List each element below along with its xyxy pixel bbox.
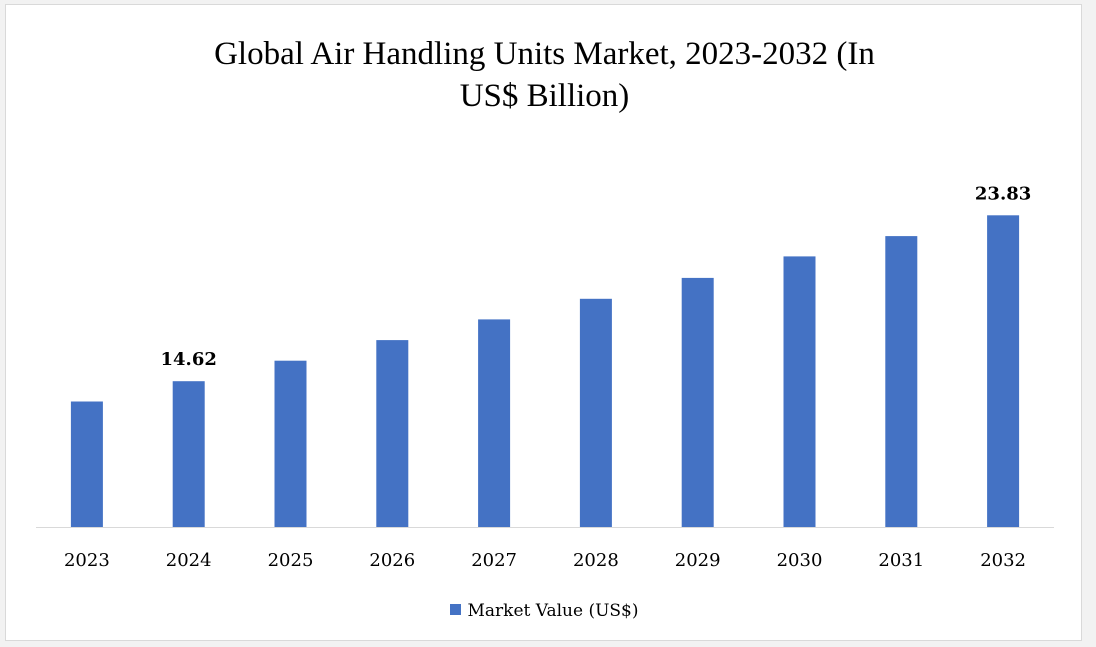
chart-frame: Global Air Handling Units Market, 2023-2… [5,4,1082,641]
x-tick-label-2024: 2024 [166,550,212,571]
bar-2024 [172,381,205,527]
bar-2026 [376,340,409,527]
legend-swatch [450,604,462,615]
x-tick-label-2031: 2031 [878,550,924,571]
bar-2032 [987,215,1020,528]
chart-title: Global Air Handling Units Market, 2023-2… [214,36,875,114]
legend-label: Market Value (US$) [467,601,639,621]
x-tick-label-2026: 2026 [369,550,415,571]
x-tick-label-2029: 2029 [675,550,721,571]
bar-2023 [70,401,103,527]
bar-2029 [681,277,714,527]
x-tick-label-2027: 2027 [471,550,517,571]
x-tick-label-2025: 2025 [268,550,314,571]
x-tick-label-2023: 2023 [64,550,110,571]
bar-2027 [478,319,511,527]
legend: Market Value (US$) [6,601,1083,621]
x-tick-label-2030: 2030 [777,550,823,571]
bar-2031 [885,236,918,527]
x-tick-label-2032: 2032 [980,550,1026,571]
bar-2030 [783,256,816,527]
bar-2028 [579,298,612,527]
data-label-2024: 14.62 [161,349,217,370]
bar-chart-plot: 2023 2024 14.62 2025 2026 2027 2028 2029 2030 203… [36,183,1054,571]
bar-2025 [274,360,307,527]
x-tick-label-2028: 2028 [573,550,619,571]
data-label-2032: 23.83 [975,183,1031,204]
